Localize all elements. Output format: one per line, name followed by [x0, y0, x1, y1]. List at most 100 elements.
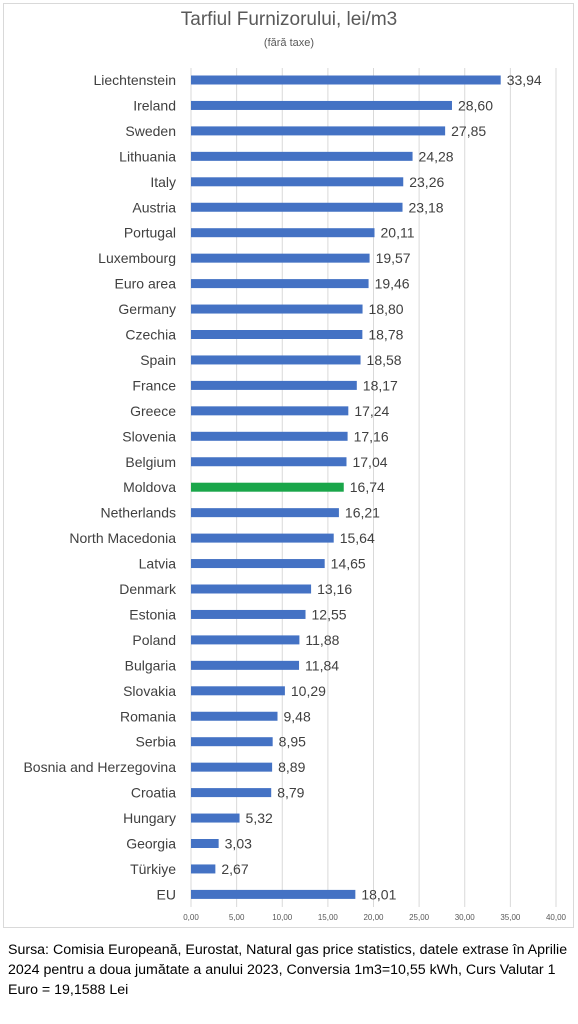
value-label: 23,26	[409, 174, 444, 190]
bar	[191, 839, 219, 848]
bar	[191, 737, 273, 747]
value-label: 17,16	[354, 428, 389, 444]
category-label: Denmark	[119, 581, 177, 597]
value-label: 33,94	[507, 72, 542, 88]
category-label: Greece	[130, 403, 176, 419]
value-label: 17,24	[354, 403, 389, 419]
category-label: Euro area	[115, 276, 177, 292]
category-label: Slovenia	[122, 428, 176, 444]
category-label: North Macedonia	[69, 530, 176, 546]
x-tick-label: 25,00	[409, 913, 430, 922]
value-label: 19,46	[375, 276, 410, 292]
category-label: Hungary	[123, 810, 176, 826]
value-label: 18,80	[369, 301, 404, 317]
bar	[191, 686, 285, 696]
value-label: 16,21	[345, 505, 380, 521]
x-tick-label: 40,00	[546, 913, 567, 922]
bar	[191, 660, 300, 670]
bar	[191, 533, 334, 543]
value-label: 8,79	[277, 785, 304, 801]
value-label: 18,01	[361, 886, 396, 902]
value-label: 28,60	[458, 97, 493, 113]
bar	[191, 788, 272, 798]
bar	[191, 151, 413, 161]
bar	[191, 126, 446, 136]
value-label: 16,74	[350, 479, 385, 495]
value-label: 11,84	[305, 657, 339, 673]
value-label: 23,18	[409, 199, 444, 215]
value-label: 20,11	[381, 225, 415, 241]
value-label: 11,88	[305, 632, 339, 648]
category-label: Lithuania	[119, 148, 176, 164]
value-label: 17,04	[352, 454, 387, 470]
bar	[191, 228, 375, 238]
value-label: 24,28	[419, 148, 454, 164]
category-label: Spain	[140, 352, 176, 368]
category-label: Liechtenstein	[93, 72, 176, 88]
x-tick-label: 20,00	[363, 913, 384, 922]
category-label: Estonia	[129, 606, 176, 622]
source-note: Sursa: Comisia Europeană, Eurostat, Natu…	[8, 942, 568, 998]
category-label: Austria	[132, 199, 176, 215]
value-label: 14,65	[331, 556, 366, 572]
bar	[191, 279, 369, 289]
bar	[191, 330, 363, 339]
bar	[191, 355, 361, 365]
category-label: Moldova	[123, 479, 176, 495]
category-label: Luxembourg	[98, 250, 176, 266]
bar	[191, 304, 363, 314]
x-tick-label: 30,00	[455, 913, 476, 922]
category-label: Ireland	[133, 97, 176, 113]
bar-chart: 0,00 5,00 10,00 15,00 20,00 25,00 30,00 35,00 40…	[23, 68, 567, 922]
x-tick-label: 0,00	[183, 913, 199, 922]
category-label: Slovakia	[123, 683, 176, 699]
bar	[191, 711, 278, 721]
bar	[191, 100, 452, 110]
bar	[191, 813, 240, 823]
value-label: 13,16	[317, 581, 352, 597]
value-label: 8,95	[279, 734, 306, 750]
x-tick-label: 15,00	[318, 913, 339, 922]
bar	[191, 177, 404, 187]
value-label: 19,57	[376, 250, 411, 266]
bar	[191, 889, 356, 899]
bar	[191, 559, 325, 569]
bar	[191, 406, 349, 416]
category-label: Czechia	[125, 327, 176, 343]
bar	[191, 431, 348, 441]
bar	[191, 457, 347, 467]
bar	[191, 762, 273, 772]
value-label: 27,85	[451, 123, 486, 139]
bar	[191, 584, 312, 594]
value-label: 18,78	[368, 327, 403, 343]
bar	[191, 635, 300, 645]
bar	[191, 202, 403, 212]
chart-subtitle: (fără taxe)	[263, 37, 315, 49]
value-label: 18,17	[363, 377, 398, 393]
bar	[191, 75, 501, 85]
bar	[191, 380, 357, 390]
category-label: Latvia	[139, 556, 177, 572]
category-label: Portugal	[124, 225, 176, 241]
category-label: Georgia	[126, 836, 176, 852]
value-label: 9,48	[284, 708, 311, 724]
x-tick-label: 5,00	[229, 913, 245, 922]
category-label: Bosnia and Herzegovina	[23, 759, 176, 775]
value-label: 10,29	[291, 683, 326, 699]
category-label: Belgium	[125, 454, 176, 470]
value-label: 8,89	[278, 759, 305, 775]
category-label: Netherlands	[101, 505, 177, 521]
x-tick-label: 10,00	[272, 913, 293, 922]
value-label: 5,32	[246, 810, 273, 826]
chart-title: Tarfiul Furnizorului, lei/m3	[180, 9, 398, 30]
bar	[191, 482, 344, 492]
value-label: 15,64	[340, 530, 375, 546]
bar	[191, 253, 370, 263]
category-label: Poland	[132, 632, 176, 648]
category-label: Croatia	[131, 785, 176, 801]
category-label: Italy	[150, 174, 176, 190]
value-label: 3,03	[225, 836, 252, 852]
category-label: Sweden	[125, 123, 176, 139]
category-label: Serbia	[136, 734, 177, 750]
bar	[191, 609, 306, 619]
